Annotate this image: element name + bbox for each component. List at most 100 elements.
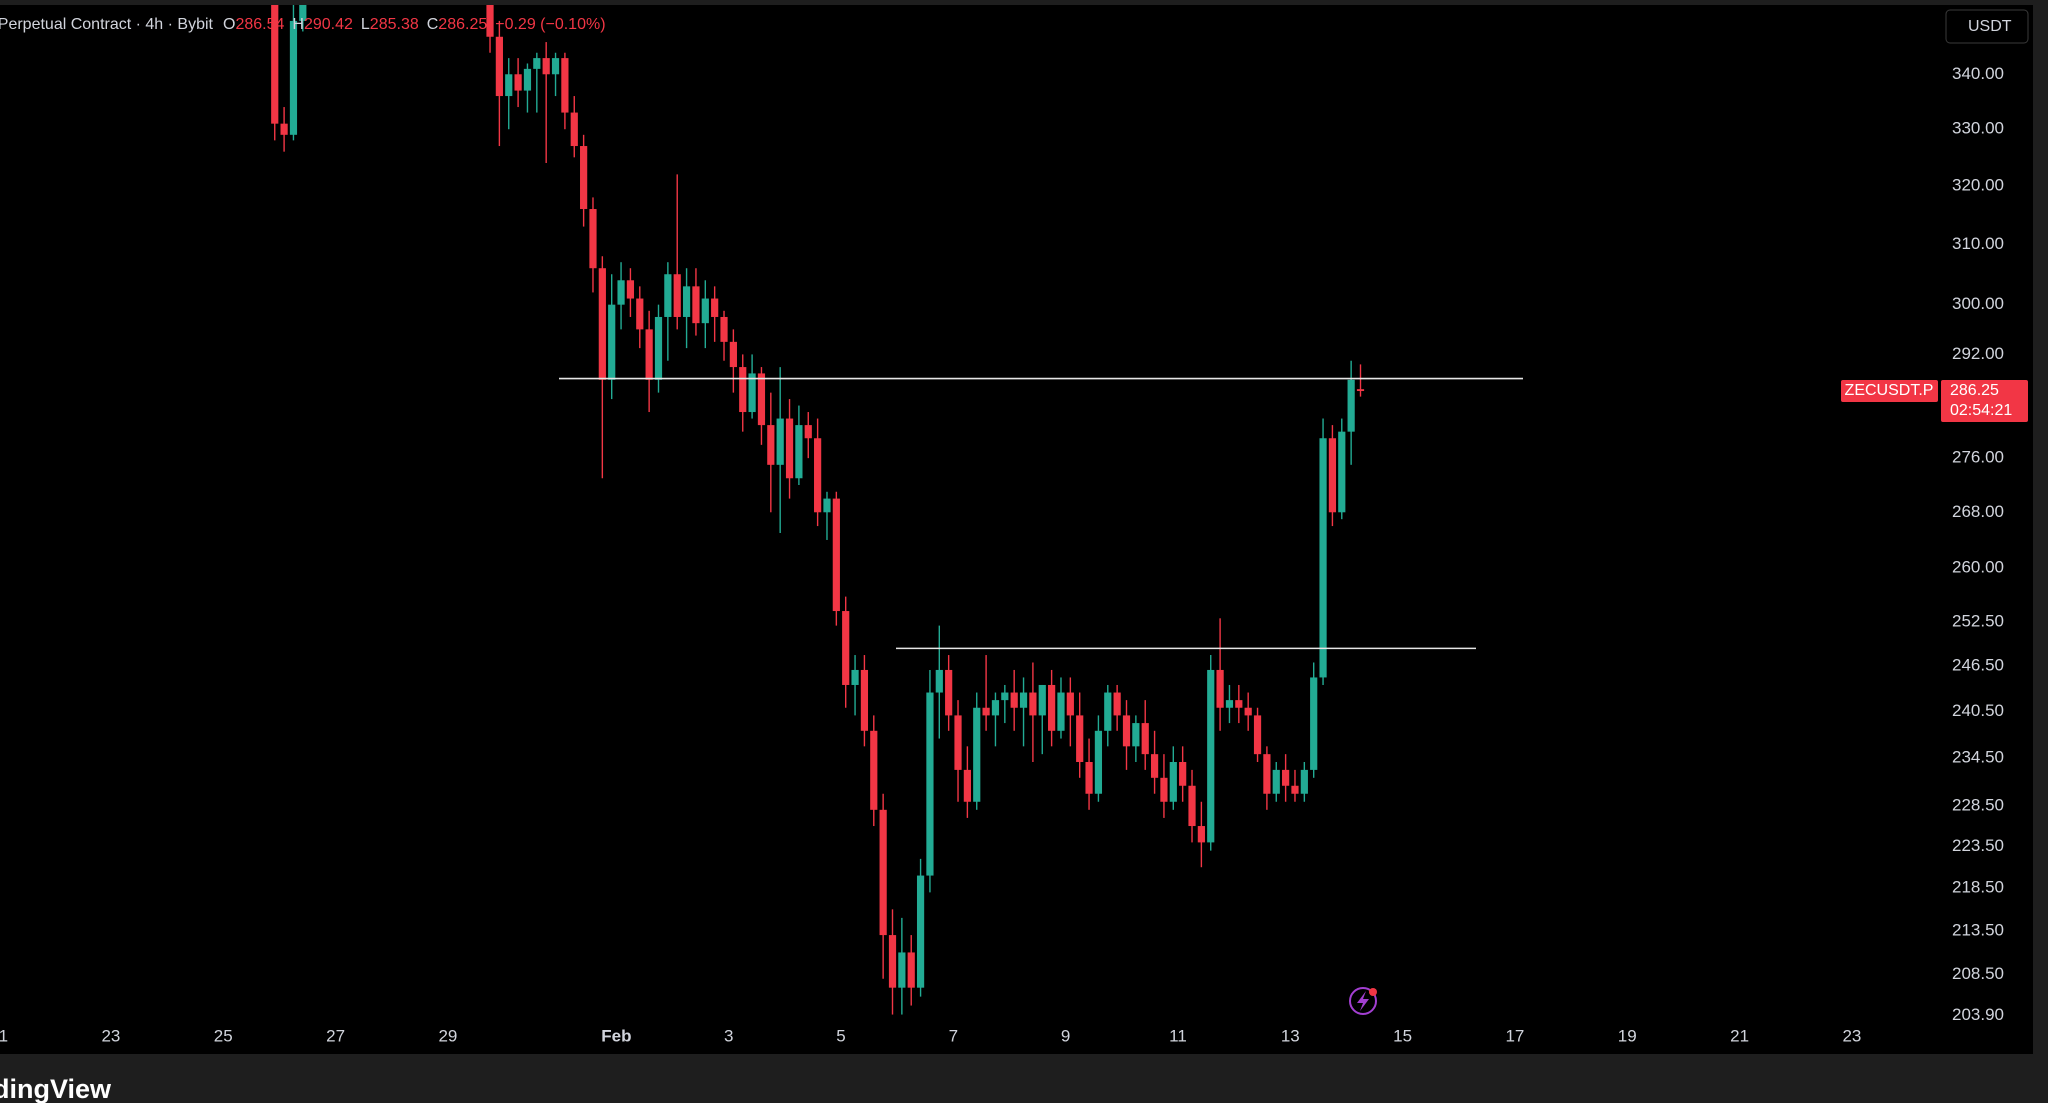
symbol-label: ZECUSDT.P: [1845, 382, 1934, 399]
candle-body: [785, 418, 794, 479]
candle-body: [982, 707, 990, 716]
candle-body: [1319, 438, 1327, 678]
x-tick-label: 3: [724, 1026, 733, 1045]
candle-body: [561, 58, 569, 113]
candle-body: [1244, 707, 1252, 716]
y-tick-label: 240.50: [1952, 701, 2004, 720]
candle-body: [776, 418, 784, 465]
candle-body: [1347, 379, 1355, 432]
x-tick-label: 25: [214, 1026, 233, 1045]
candle-body: [832, 498, 840, 612]
y-tick-label: 300.00: [1952, 294, 2004, 313]
candle-body: [935, 669, 943, 693]
x-tick-label: 23: [101, 1026, 120, 1045]
candle-body: [1150, 754, 1159, 778]
icon-bolt[interactable]: [1357, 991, 1369, 1011]
y-tick-label: 268.00: [1952, 502, 2004, 521]
candle-body: [870, 730, 878, 810]
candle-body: [1085, 762, 1093, 794]
ohlc-value: 285.38: [370, 16, 419, 33]
icon-dot[interactable]: [1369, 988, 1377, 996]
y-tick-label: 223.50: [1952, 836, 2004, 855]
candle-body: [654, 316, 663, 380]
candle-body: [580, 146, 588, 210]
candle-body: [626, 280, 635, 299]
candle-body: [926, 692, 934, 876]
candle-body: [767, 425, 775, 465]
candle-body: [1038, 684, 1046, 716]
currency-button[interactable]: USDT: [1945, 9, 2029, 44]
candle-body: [299, 5, 307, 21]
y-tick-label: 208.50: [1952, 964, 2004, 983]
x-tick-label: 11: [1169, 1026, 1187, 1045]
y-tick-label: 260.00: [1952, 558, 2004, 577]
candle-body: [795, 425, 803, 479]
x-tick-label: Feb: [601, 1026, 631, 1045]
candle-body: [570, 112, 578, 147]
alert-icon[interactable]: [1349, 987, 1377, 1015]
candle-body: [692, 286, 700, 324]
y-tick-label: 320.00: [1952, 175, 2004, 194]
candle-body: [1356, 389, 1365, 392]
ohlc-value: 286.25: [438, 16, 487, 33]
price-tag: [1941, 380, 2028, 423]
candle-body: [1010, 692, 1018, 708]
candle-body: [823, 498, 831, 513]
candle-body: [523, 68, 532, 91]
candle-body: [608, 304, 616, 380]
y-tick-label: 203.90: [1952, 1005, 2004, 1024]
candle-body: [973, 707, 981, 802]
x-tick-label: 15: [1393, 1026, 1412, 1045]
candle-body: [1057, 692, 1065, 731]
candle-body: [963, 769, 971, 802]
candle-body: [1160, 777, 1168, 802]
button-label[interactable]: USDT: [1968, 18, 2012, 35]
candle-body: [1272, 769, 1280, 794]
x-tick-label: 9: [1061, 1026, 1070, 1045]
icon-ring[interactable]: [1349, 987, 1377, 1015]
candle-body: [860, 669, 869, 731]
candle-body: [804, 425, 812, 439]
candle-body: [851, 669, 859, 685]
y-tick-label: 276.00: [1952, 448, 2004, 467]
y-tick-label: 292.00: [1952, 344, 2004, 363]
candle-body: [1300, 769, 1308, 794]
ohlc-value: 290.42: [304, 16, 353, 33]
candle-body: [729, 341, 737, 368]
candle-body: [1179, 762, 1187, 786]
candle-body: [1253, 715, 1262, 755]
candle-body: [617, 280, 625, 305]
candle-body: [1076, 715, 1084, 763]
button-frame[interactable]: [1945, 9, 2029, 44]
x-tick-label: 21: [1730, 1026, 1749, 1045]
candle-body: [879, 809, 887, 936]
candle-body: [1338, 431, 1346, 513]
x-tick-label: 21: [0, 1026, 8, 1045]
candle-body: [888, 935, 897, 988]
candle-body: [645, 329, 653, 380]
candle-body: [1197, 826, 1205, 843]
candle-body: [711, 298, 719, 317]
ohlc-key: O: [223, 16, 235, 33]
candle-body: [542, 58, 550, 75]
price-label: 286.25: [1950, 382, 1999, 399]
candle-body: [916, 875, 925, 988]
candle-body: [636, 298, 644, 330]
change: −0.29 (−0.10%): [495, 16, 605, 33]
ohlc-legend: O286.54 H290.42 L285.38 C286.25 −0.29 (−0.10…: [223, 16, 606, 33]
candle-body: [907, 952, 915, 988]
candle-body: [664, 274, 672, 317]
ohlc-value: 286.54: [235, 16, 284, 33]
candle-body: [1207, 669, 1215, 843]
candle-body: [289, 20, 298, 135]
candle-body: [1048, 684, 1056, 731]
x-tick-label: 17: [1505, 1026, 1524, 1045]
y-tick-label: 330.00: [1952, 119, 2004, 138]
candle-body: [954, 715, 962, 770]
y-tick-label: 252.50: [1952, 611, 2004, 630]
candle-body: [486, 5, 494, 37]
candle-body: [1169, 762, 1177, 802]
y-tick-label: 228.50: [1952, 795, 2004, 814]
watermark: TradingView: [0, 1074, 112, 1103]
candle-body: [1001, 692, 1009, 701]
